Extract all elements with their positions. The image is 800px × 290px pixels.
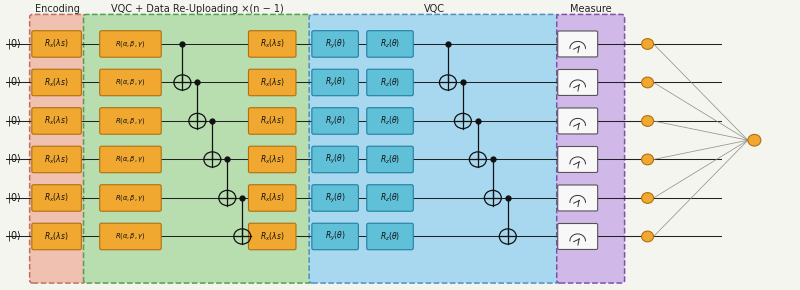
- Text: $R_z(\theta)$: $R_z(\theta)$: [380, 192, 400, 204]
- Text: $R_z(\theta)$: $R_z(\theta)$: [380, 38, 400, 50]
- FancyBboxPatch shape: [83, 14, 311, 283]
- FancyBboxPatch shape: [30, 14, 86, 283]
- Text: $R_x(\lambda s)$: $R_x(\lambda s)$: [44, 115, 69, 127]
- Text: $|0\rangle$: $|0\rangle$: [6, 37, 21, 51]
- Circle shape: [642, 154, 654, 165]
- Circle shape: [642, 39, 654, 49]
- Text: $R_x(\lambda s)$: $R_x(\lambda s)$: [260, 115, 285, 127]
- Text: $R(\alpha,\beta,\gamma)$: $R(\alpha,\beta,\gamma)$: [115, 231, 146, 242]
- Text: $|0\rangle$: $|0\rangle$: [6, 114, 21, 128]
- Text: $R_x(\lambda s)$: $R_x(\lambda s)$: [44, 153, 69, 166]
- Text: $R_z(\theta)$: $R_z(\theta)$: [380, 115, 400, 127]
- FancyBboxPatch shape: [312, 223, 358, 250]
- Text: $|0\rangle$: $|0\rangle$: [6, 153, 21, 166]
- Text: $R_y(\theta)$: $R_y(\theta)$: [325, 230, 346, 243]
- Text: $R_z(\theta)$: $R_z(\theta)$: [380, 153, 400, 166]
- Text: $R(\alpha,\beta,\gamma)$: $R(\alpha,\beta,\gamma)$: [115, 155, 146, 164]
- FancyBboxPatch shape: [249, 185, 296, 211]
- FancyBboxPatch shape: [100, 108, 162, 134]
- FancyBboxPatch shape: [366, 185, 414, 211]
- FancyBboxPatch shape: [312, 185, 358, 211]
- Text: VQC + Data Re-Uploading ×(n − 1): VQC + Data Re-Uploading ×(n − 1): [111, 3, 284, 14]
- Text: $R_y(\theta)$: $R_y(\theta)$: [325, 191, 346, 204]
- Text: $R(\alpha,\beta,\gamma)$: $R(\alpha,\beta,\gamma)$: [115, 77, 146, 88]
- FancyBboxPatch shape: [366, 146, 414, 173]
- Text: $R_x(\lambda s)$: $R_x(\lambda s)$: [44, 76, 69, 89]
- FancyBboxPatch shape: [249, 146, 296, 173]
- Text: $R_x(\lambda s)$: $R_x(\lambda s)$: [44, 230, 69, 243]
- FancyBboxPatch shape: [249, 223, 296, 250]
- Text: $R_z(\theta)$: $R_z(\theta)$: [380, 76, 400, 89]
- FancyBboxPatch shape: [32, 223, 82, 250]
- FancyBboxPatch shape: [558, 224, 598, 249]
- FancyBboxPatch shape: [558, 185, 598, 211]
- FancyBboxPatch shape: [366, 108, 414, 134]
- FancyBboxPatch shape: [100, 146, 162, 173]
- Text: $R_y(\theta)$: $R_y(\theta)$: [325, 37, 346, 50]
- FancyBboxPatch shape: [249, 108, 296, 134]
- Text: $R(\alpha,\beta,\gamma)$: $R(\alpha,\beta,\gamma)$: [115, 193, 146, 203]
- Text: $|0\rangle$: $|0\rangle$: [6, 191, 21, 205]
- FancyBboxPatch shape: [366, 223, 414, 250]
- Text: $R_x(\lambda s)$: $R_x(\lambda s)$: [260, 230, 285, 243]
- FancyBboxPatch shape: [100, 185, 162, 211]
- FancyBboxPatch shape: [100, 31, 162, 57]
- Text: $|0\rangle$: $|0\rangle$: [6, 229, 21, 244]
- Text: $R_x(\lambda s)$: $R_x(\lambda s)$: [260, 76, 285, 89]
- Text: Measure: Measure: [570, 3, 611, 14]
- Text: $R_y(\theta)$: $R_y(\theta)$: [325, 115, 346, 128]
- Text: $R_x(\lambda s)$: $R_x(\lambda s)$: [44, 192, 69, 204]
- Text: $|0\rangle$: $|0\rangle$: [6, 75, 21, 90]
- FancyBboxPatch shape: [309, 14, 558, 283]
- FancyBboxPatch shape: [558, 146, 598, 173]
- Circle shape: [642, 193, 654, 203]
- FancyBboxPatch shape: [312, 69, 358, 96]
- FancyBboxPatch shape: [312, 146, 358, 173]
- FancyBboxPatch shape: [100, 223, 162, 250]
- FancyBboxPatch shape: [249, 69, 296, 96]
- FancyBboxPatch shape: [312, 108, 358, 134]
- Text: $R_y(\theta)$: $R_y(\theta)$: [325, 153, 346, 166]
- Circle shape: [642, 231, 654, 242]
- Text: $R(\alpha,\beta,\gamma)$: $R(\alpha,\beta,\gamma)$: [115, 116, 146, 126]
- Text: $R_y(\theta)$: $R_y(\theta)$: [325, 76, 346, 89]
- Circle shape: [748, 134, 761, 146]
- FancyBboxPatch shape: [32, 108, 82, 134]
- Circle shape: [642, 77, 654, 88]
- FancyBboxPatch shape: [32, 31, 82, 57]
- FancyBboxPatch shape: [366, 31, 414, 57]
- FancyBboxPatch shape: [249, 31, 296, 57]
- FancyBboxPatch shape: [32, 69, 82, 96]
- Text: $R_x(\lambda s)$: $R_x(\lambda s)$: [260, 38, 285, 50]
- Text: VQC: VQC: [423, 3, 445, 14]
- Text: $R_x(\lambda s)$: $R_x(\lambda s)$: [44, 38, 69, 50]
- Circle shape: [642, 116, 654, 126]
- Text: $R_z(\theta)$: $R_z(\theta)$: [380, 230, 400, 243]
- Text: $R(\alpha,\beta,\gamma)$: $R(\alpha,\beta,\gamma)$: [115, 39, 146, 49]
- Text: $R_x(\lambda s)$: $R_x(\lambda s)$: [260, 153, 285, 166]
- Text: Encoding: Encoding: [35, 3, 80, 14]
- FancyBboxPatch shape: [366, 69, 414, 96]
- FancyBboxPatch shape: [558, 108, 598, 134]
- Text: $R_x(\lambda s)$: $R_x(\lambda s)$: [260, 192, 285, 204]
- FancyBboxPatch shape: [558, 31, 598, 57]
- FancyBboxPatch shape: [32, 146, 82, 173]
- FancyBboxPatch shape: [557, 14, 625, 283]
- FancyBboxPatch shape: [32, 185, 82, 211]
- FancyBboxPatch shape: [100, 69, 162, 96]
- FancyBboxPatch shape: [312, 31, 358, 57]
- FancyBboxPatch shape: [558, 70, 598, 95]
